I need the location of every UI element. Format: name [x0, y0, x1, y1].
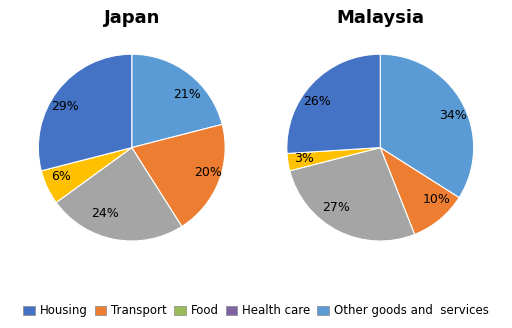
Wedge shape	[380, 54, 474, 198]
Text: 34%: 34%	[439, 109, 467, 122]
Title: Malaysia: Malaysia	[336, 9, 424, 27]
Wedge shape	[132, 54, 222, 148]
Text: 29%: 29%	[51, 100, 79, 113]
Text: 20%: 20%	[194, 166, 222, 179]
Wedge shape	[287, 148, 380, 171]
Wedge shape	[380, 148, 459, 235]
Wedge shape	[290, 148, 415, 241]
Text: 10%: 10%	[423, 193, 451, 206]
Wedge shape	[41, 148, 132, 202]
Text: 24%: 24%	[92, 207, 119, 220]
Text: 21%: 21%	[173, 88, 201, 101]
Title: Japan: Japan	[103, 9, 160, 27]
Text: 26%: 26%	[304, 95, 331, 108]
Legend: Housing, Transport, Food, Health care, Other goods and  services: Housing, Transport, Food, Health care, O…	[18, 300, 494, 322]
Text: 27%: 27%	[322, 201, 350, 214]
Wedge shape	[38, 54, 132, 171]
Wedge shape	[132, 124, 225, 226]
Text: 3%: 3%	[294, 152, 314, 165]
Wedge shape	[56, 148, 182, 241]
Wedge shape	[287, 54, 380, 154]
Text: 6%: 6%	[51, 170, 71, 183]
